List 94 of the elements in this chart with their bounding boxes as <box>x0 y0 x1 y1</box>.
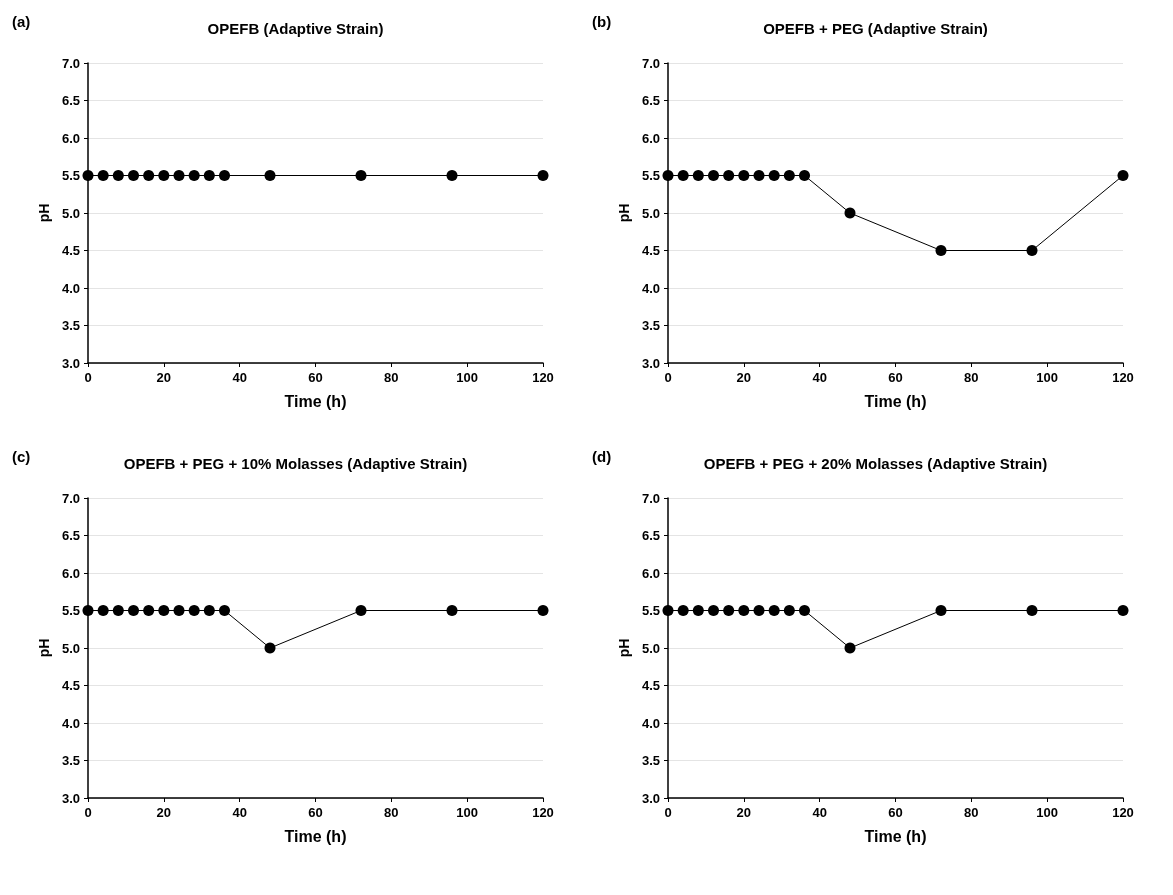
y-tick-label: 6.5 <box>641 93 660 108</box>
y-axis-title: pH <box>616 638 633 658</box>
x-tick-label: 60 <box>308 805 323 820</box>
x-tick-label: 0 <box>664 805 672 820</box>
y-axis-title: pH <box>36 203 53 223</box>
x-tick-label: 80 <box>384 370 399 385</box>
y-tick-label: 7.0 <box>641 55 660 71</box>
chart-title: OPEFB + PEG (Adaptive Strain) <box>763 20 988 37</box>
x-tick-label: 120 <box>532 370 554 385</box>
y-tick-label: 3.5 <box>61 753 80 768</box>
x-tick-label: 120 <box>532 805 554 820</box>
y-tick-label: 4.5 <box>641 243 660 258</box>
y-tick-label: 5.0 <box>641 640 660 656</box>
text: (a) <box>12 13 31 30</box>
y-tick-label: 6.0 <box>61 130 80 146</box>
y-tick-label: 5.5 <box>61 603 80 618</box>
point <box>1026 245 1038 256</box>
y-axis-title: pH <box>36 638 53 658</box>
x-tick-label: 20 <box>156 370 172 385</box>
y-tick-label: 4.0 <box>61 280 80 296</box>
x-axis-title: Time (h) <box>864 392 927 410</box>
x-tick-label: 100 <box>1036 370 1059 385</box>
point <box>753 170 765 181</box>
y-tick-label: 5.0 <box>61 640 80 656</box>
point <box>935 245 947 256</box>
text: (b) <box>592 13 612 30</box>
x-axis-title: Time (h) <box>864 827 927 845</box>
x-tick-label: 60 <box>888 805 903 820</box>
x-tick-label: 20 <box>736 370 752 385</box>
y-tick-label: 4.5 <box>641 678 660 693</box>
x-tick-label: 100 <box>456 805 479 820</box>
chart-title: OPEFB (Adaptive Strain) <box>207 20 384 37</box>
y-tick-label: 5.0 <box>641 205 660 221</box>
x-tick-label: 120 <box>1112 370 1134 385</box>
x-tick-label: 100 <box>456 370 479 385</box>
point <box>723 170 735 181</box>
x-tick-label: 80 <box>384 805 399 820</box>
x-tick-label: 20 <box>736 805 752 820</box>
x-tick-label: 80 <box>964 370 979 385</box>
y-tick-label: 6.5 <box>61 93 80 108</box>
point <box>662 170 674 181</box>
point <box>799 170 810 181</box>
x-tick-label: 40 <box>812 370 827 385</box>
y-tick-label: 6.0 <box>641 565 660 581</box>
y-tick-label: 6.5 <box>641 528 660 543</box>
x-tick-label: 0 <box>84 370 92 385</box>
chart-title: OPEFB + PEG + 20% Molasses (Adaptive Strain) <box>703 455 1048 472</box>
x-tick-label: 20 <box>156 805 172 820</box>
x-tick-label: 40 <box>232 805 247 820</box>
y-tick-label: 5.0 <box>61 205 80 221</box>
x-axis-title: Time (h) <box>284 827 347 845</box>
y-tick-label: 4.0 <box>641 715 660 731</box>
y-tick-label: 3.5 <box>641 753 660 768</box>
y-tick-label: 5.5 <box>61 168 80 183</box>
y-tick-label: 7.0 <box>61 55 80 71</box>
y-tick-label: 3.0 <box>641 790 660 806</box>
y-tick-label: 4.5 <box>61 243 80 258</box>
chart-title: OPEFB + PEG + 10% Molasses (Adaptive Strain) <box>123 455 468 472</box>
text: (d) <box>592 448 612 465</box>
y-tick-label: 6.5 <box>61 528 80 543</box>
y-tick-label: 4.0 <box>61 715 80 731</box>
y-tick-label: 6.0 <box>641 130 660 146</box>
point <box>1117 170 1129 181</box>
y-tick-label: 6.0 <box>61 565 80 581</box>
y-tick-label: 4.5 <box>61 678 80 693</box>
y-tick-label: 5.5 <box>641 603 660 618</box>
x-tick-label: 40 <box>232 370 247 385</box>
point <box>738 170 750 181</box>
point <box>692 170 704 181</box>
x-tick-label: 100 <box>1036 805 1059 820</box>
x-axis-title: Time (h) <box>284 392 347 410</box>
x-tick-label: 0 <box>84 805 92 820</box>
y-tick-label: 3.0 <box>61 790 80 806</box>
y-tick-label: 7.0 <box>61 490 80 506</box>
x-tick-label: 40 <box>812 805 827 820</box>
y-tick-label: 3.0 <box>61 355 80 371</box>
y-tick-label: 3.5 <box>641 318 660 333</box>
x-tick-label: 80 <box>964 805 979 820</box>
x-tick-label: 60 <box>888 370 903 385</box>
point <box>708 170 719 181</box>
x-tick-label: 60 <box>308 370 323 385</box>
text: (c) <box>12 448 31 465</box>
y-tick-label: 4.0 <box>641 280 660 296</box>
y-tick-label: 7.0 <box>641 490 660 506</box>
x-tick-label: 120 <box>1112 805 1134 820</box>
y-tick-label: 3.0 <box>641 355 660 371</box>
y-axis-title: pH <box>616 203 633 223</box>
point <box>677 170 689 181</box>
point <box>783 170 795 181</box>
point <box>768 170 780 181</box>
y-tick-label: 5.5 <box>641 168 660 183</box>
point <box>844 207 856 219</box>
x-tick-label: 0 <box>664 370 672 385</box>
y-tick-label: 3.5 <box>61 318 80 333</box>
